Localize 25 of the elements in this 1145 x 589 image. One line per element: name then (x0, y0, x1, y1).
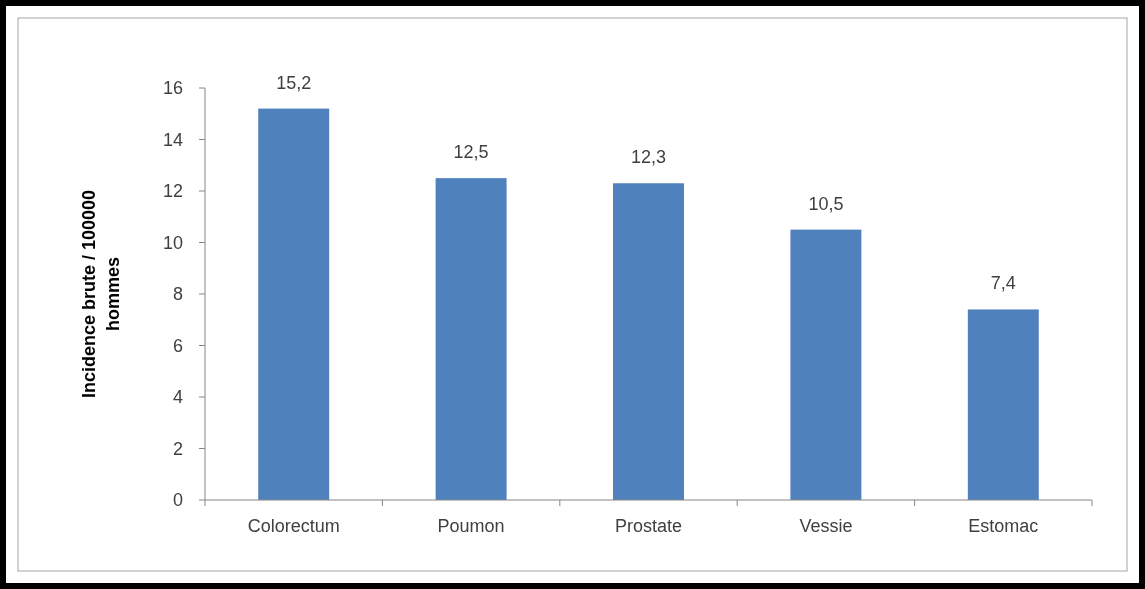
y-tick-label: 6 (172, 335, 183, 356)
bar (435, 178, 507, 500)
x-tick-label: Colorectum (247, 516, 340, 536)
bar (258, 108, 330, 500)
data-label: 7,4 (990, 273, 1016, 294)
y-axis-title: Incidence brute / 100000 hommes (79, 189, 123, 399)
data-label: 12,5 (453, 142, 489, 163)
y-tick-label: 16 (162, 78, 183, 99)
y-tick-label: 14 (162, 129, 183, 150)
data-label: 10,5 (808, 193, 844, 214)
x-tick-label: Estomac (968, 516, 1039, 536)
y-tick-label: 8 (172, 284, 183, 305)
x-tick-label: Prostate (614, 516, 683, 536)
y-tick-label: 4 (172, 387, 183, 408)
y-tick-label: 10 (162, 232, 183, 253)
y-tick-label: 12 (162, 181, 183, 202)
y-tick-label: 2 (172, 438, 183, 459)
x-tick-label: Vessie (799, 516, 853, 536)
bar (790, 229, 862, 500)
bar (613, 183, 684, 500)
x-tick-label: Poumon (437, 516, 505, 536)
data-label: 15,2 (276, 72, 312, 93)
bar (967, 309, 1039, 500)
data-label: 12,3 (630, 147, 667, 168)
y-tick-label: 0 (172, 490, 183, 511)
